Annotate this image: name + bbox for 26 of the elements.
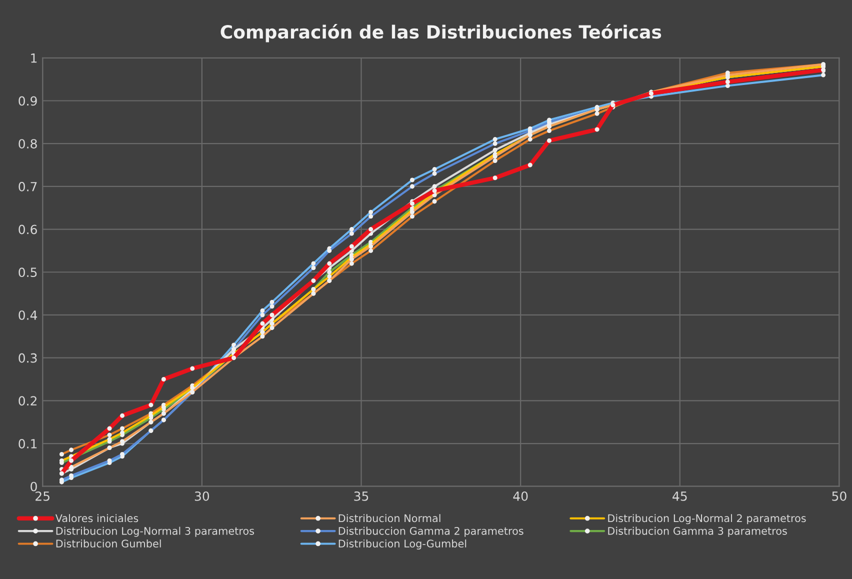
chart-title: Comparación de las Distribuciones Teóricas bbox=[220, 24, 662, 42]
legend-label: Distribucion Log-Normal 3 parametros bbox=[56, 526, 254, 537]
x-tick-label: 35 bbox=[354, 491, 368, 501]
y-tick-label: 0.8 bbox=[18, 139, 37, 149]
y-tick-label: 0.3 bbox=[18, 353, 37, 363]
x-tick-label: 30 bbox=[194, 491, 210, 501]
x-tick-label: 40 bbox=[513, 491, 528, 501]
legend-label: Distribucion Normal bbox=[338, 514, 440, 522]
legend-label: Distribuccion Gamma 2 parametros bbox=[338, 526, 524, 537]
y-tick-label: 0.5 bbox=[18, 268, 37, 278]
legend-label: Distribucion Gumbel bbox=[56, 539, 161, 548]
y-tick-label: 0.9 bbox=[18, 96, 37, 106]
y-tick-label: 0 bbox=[30, 482, 37, 492]
y-tick-label: 0.6 bbox=[18, 224, 37, 234]
legend-label: Valores iniciales bbox=[55, 514, 138, 522]
legend-label: Distribucion Gamma 3 parametros bbox=[608, 526, 787, 537]
x-tick-label: 45 bbox=[672, 492, 687, 501]
y-tick-label: 0.1 bbox=[18, 438, 37, 448]
y-tick-label: 1 bbox=[31, 54, 37, 63]
y-tick-label: 0.4 bbox=[18, 310, 38, 320]
x-tick-label: 25 bbox=[36, 491, 50, 501]
x-tick-label: 50 bbox=[832, 491, 846, 501]
y-tick-label: 0.2 bbox=[18, 396, 36, 406]
legend-label: Distribucion Log-Normal 2 parametros bbox=[608, 514, 806, 524]
legend-label: Distribucion Log-Gumbel bbox=[338, 539, 466, 550]
y-tick-label: 0.7 bbox=[18, 182, 37, 192]
